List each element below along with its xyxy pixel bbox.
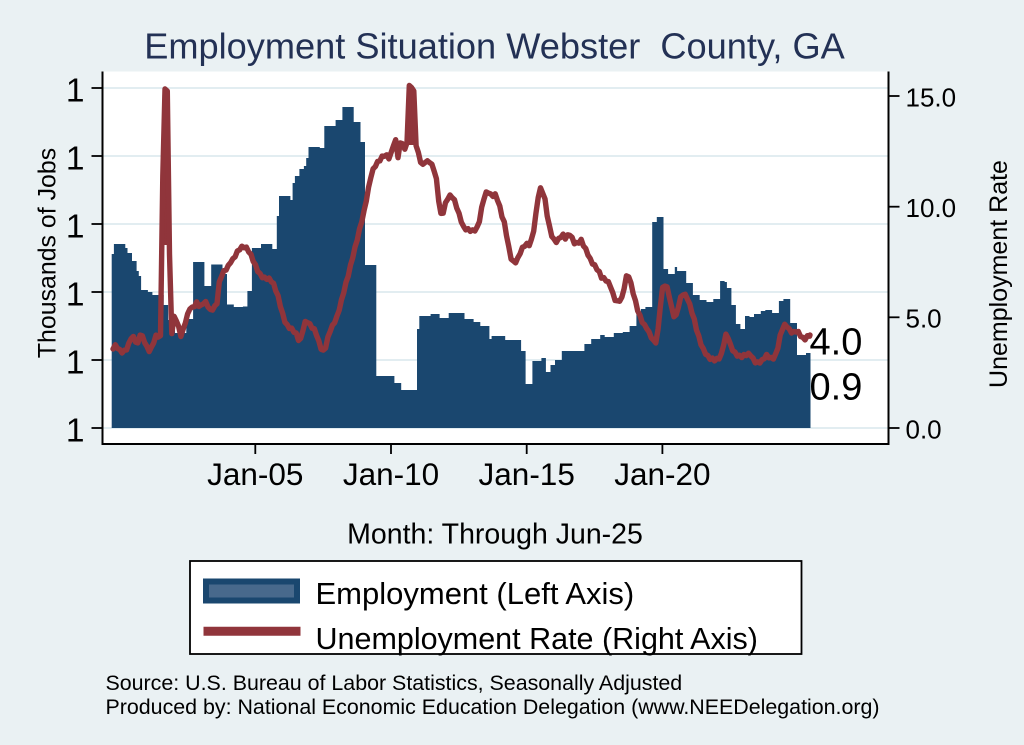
svg-text:Unemployment Rate: Unemployment Rate	[985, 160, 1013, 388]
svg-text:Jan-15: Jan-15	[479, 456, 575, 492]
svg-text:5.0: 5.0	[906, 304, 942, 334]
svg-text:Produced by: National Economic: Produced by: National Economic Education…	[106, 695, 880, 719]
svg-text:10.0: 10.0	[906, 193, 957, 223]
svg-text:Employment (Left Axis): Employment (Left Axis)	[316, 576, 635, 611]
svg-text:Employment Situation Webster: Employment Situation Webster County, GA	[144, 26, 845, 67]
svg-text:Source: U.S. Bureau of Labor S: Source: U.S. Bureau of Labor Statistics,…	[106, 671, 683, 695]
svg-text:1: 1	[66, 345, 85, 382]
svg-text:Jan-20: Jan-20	[614, 456, 710, 492]
svg-text:Unemployment Rate (Right Axis): Unemployment Rate (Right Axis)	[316, 622, 758, 656]
svg-text:4.0: 4.0	[810, 322, 863, 364]
svg-text:Thousands of Jobs: Thousands of Jobs	[34, 148, 62, 358]
svg-text:15.0: 15.0	[906, 82, 957, 112]
svg-text:1: 1	[66, 73, 85, 110]
svg-text:1: 1	[66, 141, 85, 178]
svg-text:0.9: 0.9	[810, 367, 863, 409]
svg-text:Jan-10: Jan-10	[343, 456, 439, 492]
svg-text:Jan-05: Jan-05	[207, 456, 303, 492]
svg-text:1: 1	[66, 413, 85, 450]
svg-text:1: 1	[66, 209, 85, 246]
svg-text:1: 1	[66, 277, 85, 314]
svg-text:Month: Through Jun-25: Month: Through Jun-25	[347, 519, 643, 551]
svg-text:0.0: 0.0	[906, 414, 942, 444]
